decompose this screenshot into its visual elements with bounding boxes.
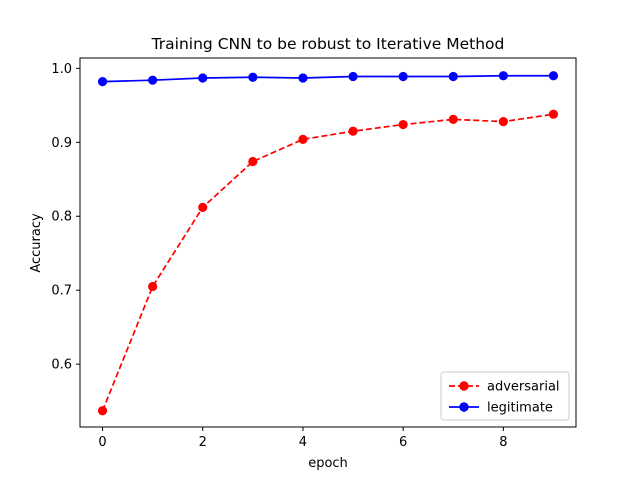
data-point-legitimate: [97, 77, 108, 87]
data-point-legitimate: [448, 71, 458, 82]
data-point-adversarial: [548, 109, 559, 119]
data-point-legitimate: [398, 71, 408, 82]
chart-title: Training CNN to be robust to Iterative M…: [151, 35, 505, 53]
axes: 0 2 4 6 8 0.6 0.7 0.8 0.9 1.0: [51, 57, 577, 450]
y-tick-label: 0.7: [51, 284, 72, 299]
legend-label-adversarial: adversarial: [487, 380, 560, 395]
legend-label-legitimate: legitimate: [487, 401, 553, 416]
x-tick-label: 8: [499, 435, 507, 450]
data-point-adversarial: [148, 281, 158, 292]
data-point-adversarial: [398, 119, 408, 130]
legend-marker-legitimate: [459, 402, 469, 412]
data-point-adversarial: [298, 134, 308, 144]
data-point-legitimate: [348, 71, 358, 82]
x-tick-label: 0: [98, 435, 106, 450]
data-point-adversarial: [97, 406, 108, 416]
data-point-legitimate: [298, 73, 308, 83]
data-point-legitimate: [198, 73, 208, 83]
x-axis-label: epoch: [308, 456, 348, 471]
y-axis-label: Accuracy: [29, 213, 44, 273]
x-tick-label: 4: [299, 435, 307, 450]
y-tick-label: 0.9: [51, 136, 72, 151]
legend: adversarial legitimate: [440, 371, 570, 421]
y-tick-label: 1.0: [51, 62, 72, 77]
data-point-legitimate: [498, 71, 508, 81]
data-point-legitimate: [548, 71, 559, 81]
legend-marker-adversarial: [459, 381, 469, 391]
data-point-legitimate: [148, 75, 158, 85]
axes-frame: [79, 57, 577, 428]
x-tick-label: 2: [199, 435, 207, 450]
data-point-legitimate: [248, 72, 258, 82]
data-point-adversarial: [348, 126, 358, 136]
y-tick-label: 0.6: [51, 358, 72, 373]
series-line-legitimate: [102, 74, 554, 83]
data-point-adversarial: [498, 117, 508, 127]
x-tick-label: 6: [399, 435, 407, 450]
y-tick-label: 0.8: [51, 210, 72, 225]
plot-area: [97, 71, 559, 416]
legend-box: [440, 371, 570, 421]
data-point-adversarial: [198, 202, 208, 212]
series-line-adversarial: [101, 113, 554, 412]
data-point-adversarial: [248, 156, 258, 167]
data-point-adversarial: [448, 114, 458, 124]
